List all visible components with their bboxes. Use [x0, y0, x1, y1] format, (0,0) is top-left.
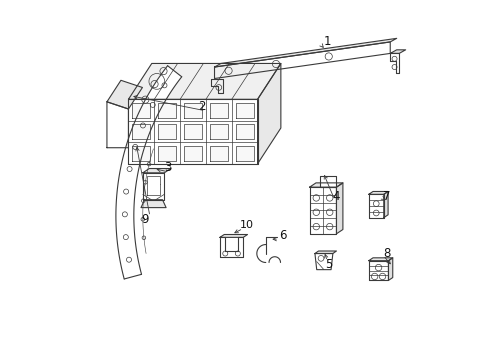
Polygon shape [390, 53, 399, 73]
Polygon shape [315, 253, 333, 270]
Polygon shape [158, 103, 176, 118]
Polygon shape [143, 168, 171, 173]
Text: 7: 7 [383, 190, 391, 203]
Polygon shape [220, 237, 243, 257]
Text: 10: 10 [240, 220, 254, 230]
Polygon shape [128, 63, 281, 99]
Text: 5: 5 [325, 258, 333, 271]
Polygon shape [215, 42, 390, 78]
Text: 8: 8 [383, 247, 391, 260]
Polygon shape [132, 124, 150, 139]
Polygon shape [310, 187, 337, 234]
Polygon shape [143, 173, 164, 200]
Polygon shape [107, 80, 143, 109]
Polygon shape [320, 176, 337, 187]
Polygon shape [141, 200, 166, 208]
Text: 9: 9 [141, 213, 148, 226]
Polygon shape [116, 66, 182, 279]
Polygon shape [368, 261, 389, 280]
Polygon shape [337, 183, 343, 234]
Polygon shape [315, 251, 337, 253]
Polygon shape [132, 103, 150, 118]
Polygon shape [158, 124, 176, 139]
Polygon shape [384, 192, 388, 218]
Polygon shape [258, 63, 281, 164]
Polygon shape [368, 194, 384, 218]
Polygon shape [128, 99, 258, 164]
Polygon shape [310, 183, 343, 187]
Polygon shape [236, 145, 254, 161]
Polygon shape [184, 145, 202, 161]
Polygon shape [184, 103, 202, 118]
Polygon shape [236, 103, 254, 118]
Polygon shape [368, 192, 388, 194]
Polygon shape [236, 124, 254, 139]
Text: 2: 2 [198, 100, 206, 113]
Polygon shape [132, 145, 150, 161]
Text: 3: 3 [164, 161, 171, 174]
Polygon shape [147, 176, 160, 195]
Text: 4: 4 [333, 190, 340, 203]
Polygon shape [210, 103, 228, 118]
Polygon shape [215, 39, 397, 67]
Polygon shape [107, 102, 128, 148]
Polygon shape [368, 258, 393, 261]
Polygon shape [220, 234, 247, 237]
Polygon shape [389, 258, 393, 280]
Text: 1: 1 [324, 35, 331, 49]
Text: 6: 6 [279, 229, 286, 242]
Polygon shape [184, 124, 202, 139]
Polygon shape [390, 50, 406, 53]
Polygon shape [210, 124, 228, 139]
Polygon shape [158, 145, 176, 161]
Polygon shape [211, 78, 223, 93]
Polygon shape [210, 145, 228, 161]
